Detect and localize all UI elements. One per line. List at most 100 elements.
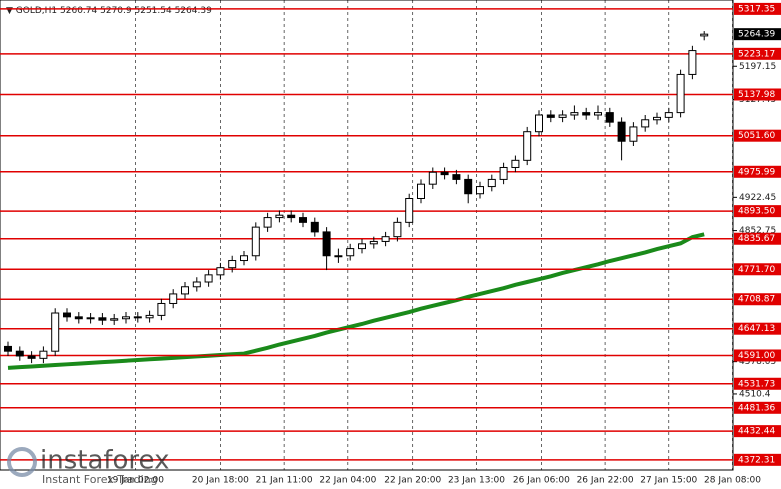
candle-body <box>381 236 390 242</box>
level-label: 4481.36 <box>738 403 775 413</box>
level-label-box <box>734 322 781 335</box>
candle-body <box>582 112 591 116</box>
price-tag-label: 5264.39 <box>738 30 775 40</box>
candle-body <box>346 248 355 257</box>
level-label: 5137.98 <box>738 90 775 100</box>
candle-body <box>181 286 189 295</box>
candle-body <box>535 114 543 133</box>
x-tick-label: 21 Jan 11:00 <box>256 476 313 486</box>
x-tick-label: 22 Jan 04:00 <box>319 476 376 486</box>
candle-body <box>275 214 284 219</box>
brand: instaforex <box>40 446 169 476</box>
level-label: 4531.73 <box>738 379 775 389</box>
x-tick-label: 22 Jan 20:00 <box>384 476 441 486</box>
candle-body <box>641 119 650 128</box>
level-label-box <box>734 453 781 466</box>
level-label-box <box>734 47 781 60</box>
candle-body <box>15 350 24 357</box>
ohlc-close: 5264.39 <box>175 6 212 16</box>
candle-body <box>558 114 567 118</box>
candle-body <box>27 355 36 359</box>
candle-body <box>334 255 343 258</box>
candle-body <box>169 293 178 304</box>
candle-body <box>546 114 555 118</box>
x-tick-label: 20 Jan 18:00 <box>192 476 249 486</box>
level-label: 5317.35 <box>738 4 775 14</box>
level-label: 4893.50 <box>738 207 775 217</box>
tagline: Instant Forex Trading <box>42 473 158 486</box>
collapse-arrow: ▼ <box>6 6 16 16</box>
x-tick-label: 27 Jan 15:00 <box>640 476 697 486</box>
y-tick-label: 4578.05 <box>739 357 776 367</box>
candle-body <box>63 312 71 318</box>
x-tick-label: 28 Jan 08:00 <box>704 476 761 486</box>
candle-body <box>617 121 626 142</box>
candle-body <box>452 174 461 180</box>
candle-body <box>629 126 638 142</box>
price-tag <box>734 28 781 41</box>
level-label-box <box>734 165 781 178</box>
candle-body <box>299 217 307 223</box>
candle-body <box>110 318 119 321</box>
level-label: 4835.67 <box>738 234 775 244</box>
candle-body <box>86 317 95 320</box>
plot-frame <box>0 0 734 471</box>
level-label-box <box>734 377 781 390</box>
level-label-box <box>734 401 781 414</box>
candle-body <box>263 217 272 228</box>
candle-body <box>594 112 602 116</box>
y-tick-label: 4922.45 <box>739 193 776 203</box>
level-label: 5223.17 <box>738 49 775 59</box>
x-tick-label: 23 Jan 13:00 <box>448 476 505 486</box>
candle-body <box>570 112 579 116</box>
level-label: 4771.70 <box>738 265 775 275</box>
candle-body <box>700 33 709 37</box>
candle-body <box>523 131 532 161</box>
candle-body <box>310 221 319 233</box>
level-label: 4591.00 <box>738 351 775 361</box>
candle-body <box>369 240 378 245</box>
candle-body <box>676 73 685 114</box>
candle-body <box>417 183 425 199</box>
candle-body <box>322 231 331 257</box>
candle-body <box>157 302 166 316</box>
candle-body <box>487 178 496 188</box>
symbol: GOLD,H1 <box>16 6 57 16</box>
candle-body <box>98 317 107 321</box>
candle-body <box>605 112 614 123</box>
candle-body <box>464 178 473 195</box>
candle-body <box>405 197 414 223</box>
candle-body <box>4 345 12 352</box>
y-tick-label: 4852.75 <box>739 226 776 236</box>
candle-body <box>74 316 83 320</box>
candle-body <box>653 116 661 121</box>
ohlc-high: 5270.9 <box>100 6 132 16</box>
candle-body <box>664 112 673 118</box>
chart-title: ▼ GOLD,H1 5260.74 5270.9 5251.54 5264.39 <box>6 6 212 16</box>
candle-body <box>133 316 142 319</box>
moving-average <box>7 232 705 370</box>
level-label: 4975.99 <box>738 167 775 177</box>
candle-body <box>393 221 402 238</box>
watermark: instaforex Instant Forex Trading <box>7 446 169 486</box>
level-label-box <box>734 232 781 245</box>
x-tick-label: 26 Jan 22:00 <box>577 476 634 486</box>
candle-body <box>688 50 697 75</box>
candle-body <box>228 260 237 269</box>
candle-body <box>440 171 449 176</box>
candle-body <box>240 255 248 262</box>
level-label-box <box>734 129 781 142</box>
ohlc-open: 5260.74 <box>60 6 97 16</box>
candle-body <box>476 186 484 195</box>
candle-body <box>428 171 437 185</box>
level-label: 5051.60 <box>738 131 775 141</box>
level-label-box <box>734 263 781 276</box>
candle-body <box>511 159 520 168</box>
candle-body <box>51 312 60 352</box>
level-label-box <box>734 425 781 438</box>
x-tick-label: 26 Jan 06:00 <box>513 476 570 486</box>
logo-mark <box>7 447 37 477</box>
x-tick-label: 19 Jan 02:00 <box>107 476 164 486</box>
